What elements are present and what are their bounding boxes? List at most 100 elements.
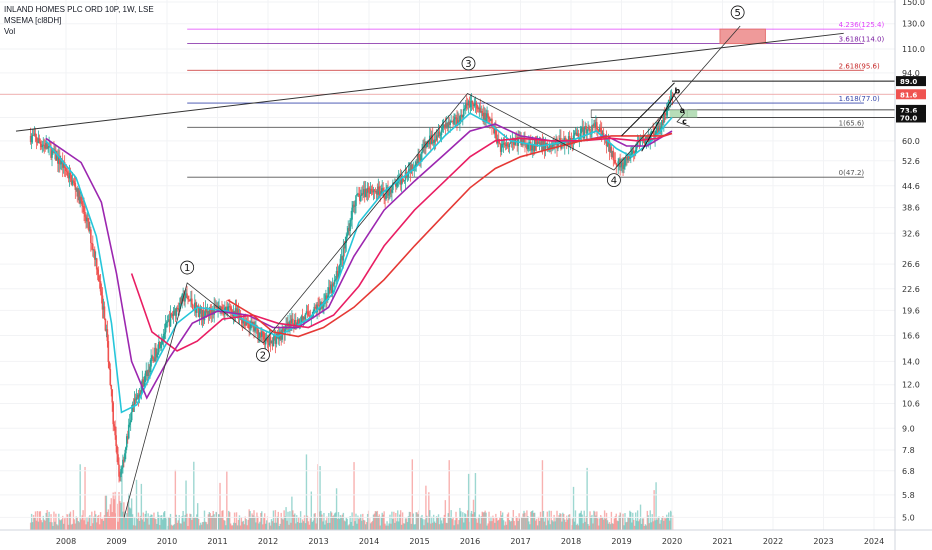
candle-body xyxy=(614,160,617,164)
volume-bar xyxy=(257,516,259,530)
candle-body xyxy=(345,236,348,244)
candle-body xyxy=(452,121,454,124)
indicator-label[interactable]: MSEMA [cl8DH] xyxy=(4,16,62,25)
volume-bar xyxy=(361,520,363,530)
volume-bar xyxy=(372,514,375,530)
volume-bar xyxy=(408,511,411,530)
volume-bar xyxy=(483,512,485,530)
volume-bar xyxy=(346,518,348,530)
volume-bar xyxy=(196,503,199,530)
volume-bar xyxy=(555,517,557,530)
candle-body xyxy=(239,312,242,318)
volume-bar xyxy=(671,515,674,530)
candle-body xyxy=(433,139,436,143)
volume-bar xyxy=(508,519,511,530)
candle-body xyxy=(331,283,334,293)
volume-bar xyxy=(183,521,185,530)
x-tick-label: 2024 xyxy=(864,537,884,546)
volume-bar xyxy=(157,511,159,530)
volume-bar xyxy=(627,517,629,530)
candle-body xyxy=(37,138,40,143)
volume-bar xyxy=(385,525,387,530)
candle-body xyxy=(343,246,346,249)
volume-bar xyxy=(498,519,500,530)
volume-label[interactable]: Vol xyxy=(4,27,16,36)
candle-body xyxy=(190,298,192,301)
volume-bar xyxy=(548,510,550,530)
candle-body xyxy=(79,196,81,204)
candle-body xyxy=(280,331,283,340)
candle-body xyxy=(201,309,204,320)
volume-bar xyxy=(533,512,536,530)
volume-bar xyxy=(552,521,554,530)
volume-bar xyxy=(100,519,103,530)
candle-body xyxy=(86,218,88,222)
candle-body xyxy=(501,143,504,145)
candle-body xyxy=(257,327,259,338)
candle-body xyxy=(668,99,671,102)
volume-bar xyxy=(181,515,183,530)
volume-bar xyxy=(66,514,69,530)
volume-bar xyxy=(130,498,133,530)
volume-bar xyxy=(178,515,180,530)
candle-body xyxy=(469,102,472,108)
volume-bar xyxy=(308,524,311,530)
volume-bar xyxy=(609,524,612,530)
candle-body xyxy=(435,135,438,141)
candle-body xyxy=(617,161,619,167)
volume-bar xyxy=(424,519,426,530)
volume-bar xyxy=(127,501,129,530)
volume-bar xyxy=(237,520,240,530)
volume-bar xyxy=(192,516,194,530)
symbol-title[interactable]: INLAND HOMES PLC ORD 10P, 1W, LSE xyxy=(4,5,154,14)
volume-bar xyxy=(235,512,238,530)
volume-bar xyxy=(259,521,261,530)
volume-bar xyxy=(335,488,338,530)
candle-body xyxy=(114,426,116,436)
candle-body xyxy=(244,321,247,326)
candle-body xyxy=(332,283,335,285)
volume-bar xyxy=(331,516,334,530)
candle-body xyxy=(657,127,659,133)
volume-bar xyxy=(600,516,603,530)
volume-bar xyxy=(71,523,74,530)
candle-body xyxy=(92,243,94,251)
candle-body xyxy=(30,136,33,143)
volume-bar xyxy=(586,467,588,530)
volume-bar xyxy=(456,517,458,530)
candle-body xyxy=(646,135,649,139)
candle-body xyxy=(108,362,111,370)
volume-bar xyxy=(365,522,368,530)
y-tick-label: 44.6 xyxy=(902,182,920,191)
candle-body xyxy=(38,138,41,142)
candle-body xyxy=(643,141,646,144)
candle-body xyxy=(551,146,553,148)
candle-body xyxy=(154,347,156,361)
candle-body xyxy=(652,131,654,134)
candle-body xyxy=(197,305,200,317)
volume-bar xyxy=(596,511,598,530)
volume-bar xyxy=(295,523,297,530)
volume-bar xyxy=(490,516,492,530)
candle-body xyxy=(645,135,648,140)
volume-bar xyxy=(359,517,361,530)
candle-body xyxy=(671,95,674,97)
volume-bar xyxy=(123,502,125,530)
volume-bar xyxy=(84,466,86,530)
volume-bar xyxy=(193,461,195,530)
candle-body xyxy=(550,145,552,148)
volume-bar xyxy=(298,522,301,530)
candle-body xyxy=(272,336,275,347)
volume-bar xyxy=(209,513,212,530)
candle-body xyxy=(211,309,214,316)
candle-body xyxy=(531,144,534,149)
candle-body xyxy=(216,305,218,312)
volume-bar xyxy=(402,523,405,530)
volume-bar xyxy=(134,525,137,530)
volume-bar xyxy=(144,513,146,530)
volume-bar xyxy=(441,523,444,530)
volume-bar xyxy=(97,514,100,530)
candle-body xyxy=(366,187,369,193)
candle-body xyxy=(304,313,307,320)
